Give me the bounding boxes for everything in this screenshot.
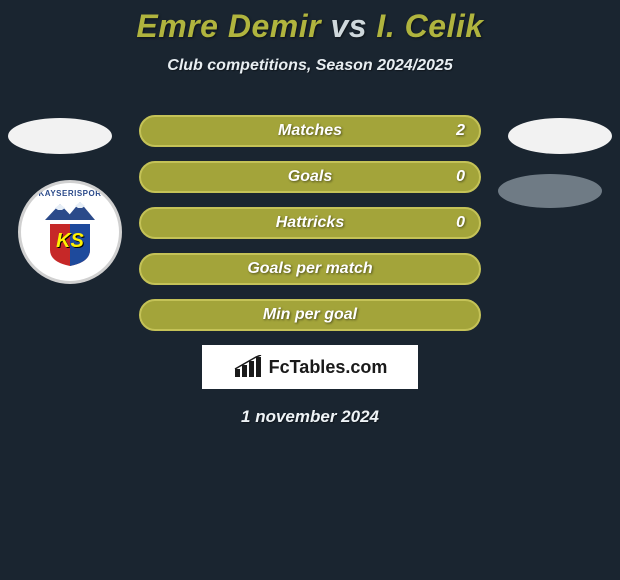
stat-label: Hattricks: [276, 214, 344, 232]
stat-row: Hattricks 0: [0, 207, 620, 239]
stat-label: Goals: [288, 168, 332, 186]
brand-text: FcTables.com: [269, 357, 388, 378]
brand-bars-icon: [233, 355, 263, 379]
player2-name: I. Celik: [376, 8, 483, 44]
stat-value: 0: [456, 214, 465, 232]
stat-bar-min-per-goal: Min per goal: [139, 299, 481, 331]
brand-box: FcTables.com: [202, 345, 418, 389]
stat-value: 0: [456, 168, 465, 186]
stat-label: Matches: [278, 122, 342, 140]
stat-bar-goals: Goals 0: [139, 161, 481, 193]
stat-value: 2: [456, 122, 465, 140]
comparison-title: Emre Demir vs I. Celik: [0, 0, 620, 45]
subtitle-text: Club competitions, Season 2024/2025: [0, 57, 620, 75]
stat-label: Min per goal: [263, 306, 357, 324]
date-text: 1 november 2024: [0, 407, 620, 427]
stat-row: Goals 0: [0, 161, 620, 193]
player1-name: Emre Demir: [136, 8, 321, 44]
stat-bar-matches: Matches 2: [139, 115, 481, 147]
stat-rows: Matches 2 Goals 0 Hattricks 0 Goals per …: [0, 115, 620, 331]
stat-label: Goals per match: [247, 260, 372, 278]
vs-text: vs: [330, 8, 367, 44]
stat-row: Min per goal: [0, 299, 620, 331]
stat-row: Goals per match: [0, 253, 620, 285]
stat-row: Matches 2: [0, 115, 620, 147]
stat-bar-hattricks: Hattricks 0: [139, 207, 481, 239]
stat-bar-goals-per-match: Goals per match: [139, 253, 481, 285]
